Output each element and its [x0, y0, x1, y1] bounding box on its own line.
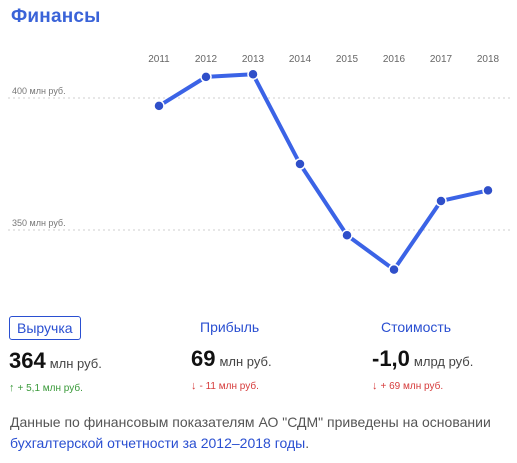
- data-point[interactable]: [482, 184, 494, 197]
- x-tick-label: 2018: [477, 54, 500, 65]
- profit-delta: - 11 млн руб.: [199, 381, 259, 392]
- y-reference-label: 350 млн руб.: [12, 218, 66, 228]
- page-title: Финансы: [11, 6, 101, 27]
- profit-unit: млн руб.: [219, 354, 272, 369]
- source-note-end: .: [305, 435, 310, 451]
- company-value: -1,0: [372, 346, 410, 371]
- arrow-up-icon: ↑: [9, 382, 15, 394]
- data-point[interactable]: [388, 263, 400, 276]
- profit-value: 69: [191, 346, 216, 371]
- tab-profit[interactable]: Прибыль: [200, 319, 260, 335]
- metric-profit[interactable]: Прибыль 69 млн руб. ↓ - 11 млн руб.: [191, 316, 272, 392]
- y-reference-label: 400 млн руб.: [12, 86, 66, 96]
- metric-value[interactable]: Стоимость -1,0 млрд руб. ↓ + 69 млн руб.: [372, 316, 473, 392]
- x-tick-label: 2014: [289, 54, 312, 65]
- x-tick-label: 2012: [195, 54, 218, 65]
- x-tick-label: 2011: [148, 54, 170, 65]
- data-point[interactable]: [153, 100, 165, 112]
- metrics-panel: Выручка 364 млн руб. ↑ + 5,1 млн руб. Приб…: [0, 316, 517, 406]
- revenue-unit: млн руб.: [49, 356, 102, 371]
- data-point[interactable]: [435, 195, 447, 207]
- data-point[interactable]: [294, 158, 306, 170]
- company-value-unit: млрд руб.: [413, 354, 474, 369]
- data-point[interactable]: [341, 229, 353, 242]
- revenue-value: 364: [9, 348, 46, 373]
- x-tick-label: 2017: [430, 54, 453, 65]
- series-line: [157, 72, 490, 272]
- data-point[interactable]: [200, 71, 212, 83]
- revenue-line-chart: 400 млн руб. 350 млн руб. 2011 2012 2013 2014…: [8, 54, 510, 276]
- arrow-down-icon: ↓: [191, 380, 197, 392]
- tab-value[interactable]: Стоимость: [381, 319, 452, 335]
- company-value-delta: + 69 млн руб.: [380, 381, 444, 392]
- x-tick-label: 2013: [242, 54, 265, 65]
- source-note-link[interactable]: бухгалтерской отчетности за 2012–2018 го…: [10, 435, 306, 451]
- arrow-down-icon: ↓: [372, 380, 378, 392]
- tab-revenue[interactable]: Выручка: [9, 316, 81, 340]
- metric-revenue[interactable]: Выручка 364 млн руб. ↑ + 5,1 млн руб.: [9, 316, 102, 394]
- data-point[interactable]: [247, 68, 259, 80]
- source-note: Данные по финансовым показателям АО "СДМ…: [10, 412, 510, 454]
- x-tick-label: 2016: [383, 54, 406, 65]
- revenue-delta: + 5,1 млн руб.: [17, 383, 83, 394]
- source-note-text: Данные по финансовым показателям АО "СДМ…: [10, 414, 491, 430]
- x-tick-label: 2015: [336, 54, 359, 65]
